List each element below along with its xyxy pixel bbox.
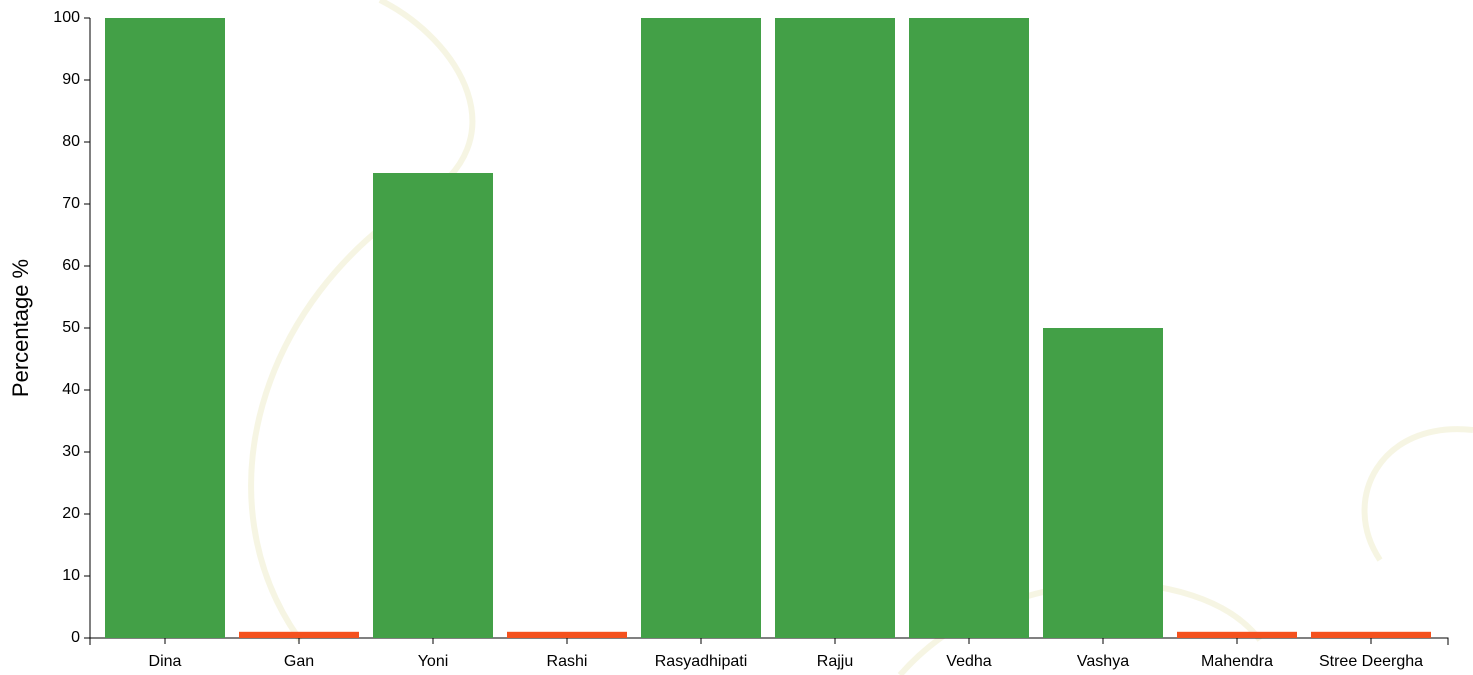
bar: [373, 173, 493, 638]
bar: [1177, 632, 1297, 638]
x-tick-label: Yoni: [418, 653, 449, 670]
bar: [507, 632, 627, 638]
x-tick-label: Dina: [149, 653, 182, 670]
y-tick-label: 10: [62, 567, 80, 584]
bar: [1043, 328, 1163, 638]
y-tick-label: 80: [62, 133, 80, 150]
y-tick-label: 0: [71, 629, 80, 646]
y-tick-label: 50: [62, 319, 80, 336]
x-tick-label: Rashi: [547, 653, 588, 670]
x-tick-label: Rajju: [817, 653, 853, 670]
y-axis-label: Percentage %: [8, 259, 33, 397]
x-tick-label: Gan: [284, 653, 314, 670]
bar: [239, 632, 359, 638]
y-tick-label: 20: [62, 505, 80, 522]
y-tick-label: 70: [62, 195, 80, 212]
chart: Percentage % 0 10 20 30 40 50 60 70 80 90 100 Dina G…: [0, 0, 1473, 675]
x-tick-label: Stree Deergha: [1319, 653, 1423, 670]
bar: [775, 18, 895, 638]
bar: [105, 18, 225, 638]
x-tick-label: Rasyadhipati: [655, 653, 748, 670]
y-tick-label: 30: [62, 443, 80, 460]
x-tick-label: Vedha: [946, 653, 991, 670]
x-axis-line: [90, 638, 1448, 645]
x-tick-label: Vashya: [1077, 653, 1129, 670]
bar: [1311, 632, 1431, 638]
y-tick-label: 90: [62, 71, 80, 88]
y-tick-label: 60: [62, 257, 80, 274]
bar: [909, 18, 1029, 638]
bar: [641, 18, 761, 638]
y-tick-label: 100: [53, 9, 80, 26]
y-tick-label: 40: [62, 381, 80, 398]
x-tick-label: Mahendra: [1201, 653, 1273, 670]
